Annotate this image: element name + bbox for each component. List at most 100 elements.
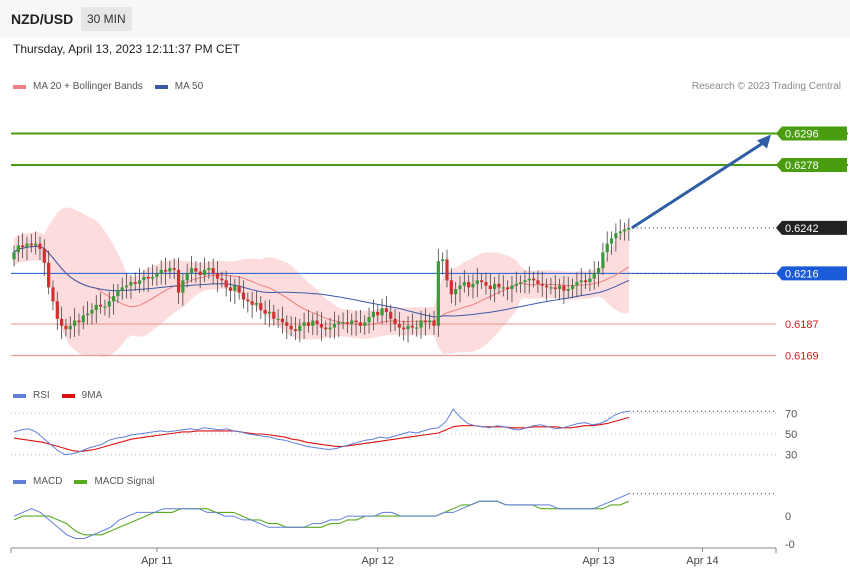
legend-macd-signal-label: MACD Signal	[94, 476, 155, 487]
candle-body	[211, 268, 215, 274]
candle-body	[233, 285, 237, 291]
candle-body	[198, 271, 202, 276]
level-label-last: 0.6242	[785, 223, 819, 235]
candle-body	[99, 304, 103, 307]
legend-rsi-ma-label: 9MA	[81, 390, 103, 401]
x-tick-label: Apr 11	[141, 555, 173, 567]
candle-body	[285, 322, 289, 326]
candle-body	[553, 287, 557, 290]
candle-body	[337, 322, 341, 325]
candle-body	[228, 287, 233, 291]
candle-body	[64, 325, 68, 330]
candle-body	[293, 329, 298, 332]
candle-body	[579, 280, 583, 283]
rsi-line	[13, 408, 629, 456]
candle-body	[185, 273, 189, 281]
candle-body	[276, 318, 280, 321]
macd-tick-label: -0	[785, 539, 795, 551]
candle-body	[224, 280, 228, 288]
legend-rsi: RSI	[13, 390, 50, 401]
candle-body	[475, 280, 479, 284]
candle-body	[16, 245, 20, 253]
candle-body	[29, 243, 33, 246]
candle-body	[146, 276, 150, 279]
candle-body	[588, 278, 592, 283]
candle-body	[458, 285, 462, 290]
candle-body	[319, 324, 324, 328]
candle-body	[81, 315, 85, 323]
macd-signal-line	[13, 500, 630, 536]
candle-body	[618, 231, 622, 234]
candle-body	[111, 296, 116, 302]
candle-body	[254, 303, 259, 305]
macd-line	[13, 493, 630, 539]
candle-body	[202, 269, 207, 276]
macd-tick-label: 0	[785, 511, 791, 523]
candle-body	[220, 278, 224, 281]
candle-body	[419, 320, 423, 328]
candle-body	[306, 322, 311, 326]
level-tag-pivot	[776, 266, 847, 281]
candle-body	[163, 269, 168, 272]
candle-body	[484, 282, 488, 286]
candle-body	[445, 259, 449, 281]
candle-body	[168, 268, 172, 272]
symbol-label: NZD/USD	[11, 11, 74, 27]
candle-body	[25, 243, 29, 248]
candle-body	[263, 310, 267, 314]
timestamp: Thursday, April 13, 2023 12:11:37 PM CET	[13, 42, 241, 56]
candle-body	[471, 283, 475, 288]
timeframe-button[interactable]: 30 MIN	[81, 7, 132, 31]
level-label-support: 0.6187	[785, 319, 819, 331]
candle-body	[181, 280, 185, 293]
candle-body	[480, 280, 484, 283]
candle-body	[142, 276, 146, 281]
ma50-line	[13, 245, 630, 318]
candle-body	[462, 282, 466, 286]
candle-body	[532, 278, 536, 281]
candle-body	[194, 268, 198, 272]
candle-body	[272, 311, 276, 319]
candle-body	[441, 259, 445, 262]
credit-text: Research © 2023 Trading Central	[691, 81, 841, 92]
candle-body	[350, 320, 354, 325]
candle-body	[267, 311, 272, 314]
candle-body	[493, 283, 497, 290]
candle-body	[103, 306, 107, 308]
candle-body	[557, 285, 562, 290]
candle-body	[38, 243, 42, 249]
candle-body	[449, 280, 453, 295]
level-tag-last	[776, 220, 847, 235]
candle-body	[241, 292, 246, 300]
candle-body	[42, 248, 46, 263]
legend-macd-signal: MACD Signal	[74, 476, 154, 487]
candle-body	[423, 320, 427, 323]
candle-body	[150, 276, 155, 279]
candle-body	[380, 308, 384, 316]
candle-body	[614, 233, 618, 239]
candle-body	[280, 318, 285, 323]
candle-body	[467, 282, 471, 288]
candle-body	[12, 252, 16, 260]
candle-body	[289, 325, 293, 330]
price-legend: MA 20 + Bollinger Bands MA 50	[13, 81, 215, 92]
candle-body	[311, 320, 315, 326]
candle-body	[601, 252, 605, 269]
candle-body	[86, 313, 90, 316]
rsi-ma-line	[13, 416, 630, 453]
candle-body	[47, 262, 51, 288]
candle-body	[406, 325, 410, 330]
candle-body	[506, 287, 510, 290]
candle-body	[34, 243, 38, 246]
candle-body	[237, 285, 241, 293]
candle-body	[367, 317, 371, 323]
candle-body	[176, 269, 181, 293]
candle-body	[358, 322, 362, 326]
x-tick-label: Apr 13	[582, 555, 614, 567]
candle-body	[124, 285, 129, 288]
candle-body	[129, 282, 133, 286]
candle-body	[544, 285, 549, 288]
candle-body	[137, 280, 142, 284]
candle-body	[488, 285, 492, 290]
